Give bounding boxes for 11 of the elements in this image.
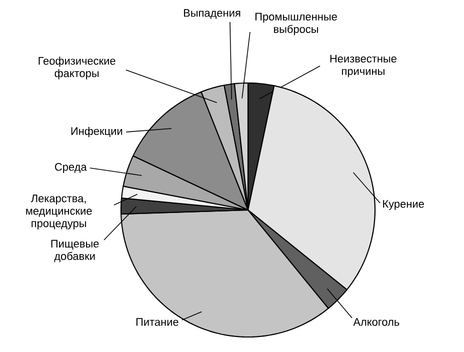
- slice-label: Неизвестные причины: [330, 54, 396, 78]
- slice-label: Выпадения: [184, 9, 240, 19]
- slice-label: Геофизические факторы: [38, 56, 116, 80]
- legend-label: Лекарства, медицинские процедуры: [26, 194, 92, 230]
- slice-label: Инфекции: [71, 126, 122, 138]
- slice-label: Курение: [383, 200, 424, 210]
- slice-label: Промышленные выбросы: [255, 12, 337, 36]
- slice-label: Среда: [55, 163, 87, 173]
- slice-label: Пищевые добавки: [51, 240, 99, 262]
- slice-label: Питание: [136, 318, 178, 326]
- slice-label: Алкоголь: [353, 318, 400, 326]
